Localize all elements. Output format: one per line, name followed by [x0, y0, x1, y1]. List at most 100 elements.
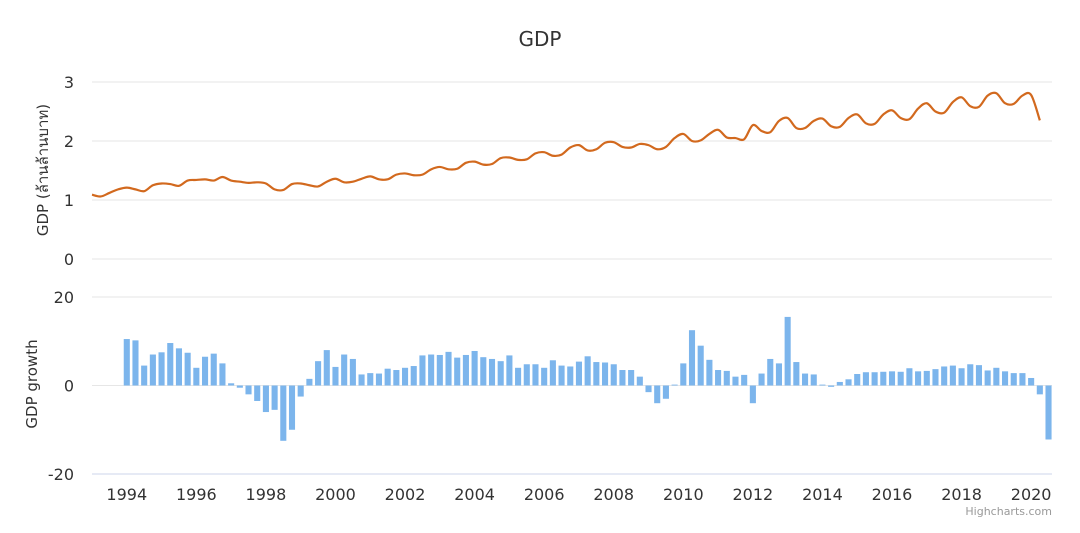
- growth-bar[interactable]: [645, 385, 652, 393]
- growth-bar[interactable]: [428, 354, 435, 386]
- growth-bar[interactable]: [445, 351, 452, 386]
- growth-bar[interactable]: [228, 383, 235, 386]
- growth-bar[interactable]: [836, 381, 843, 386]
- growth-bar[interactable]: [141, 365, 148, 386]
- growth-bar[interactable]: [932, 369, 939, 386]
- growth-bar[interactable]: [828, 385, 835, 387]
- growth-bar[interactable]: [810, 374, 817, 386]
- growth-bar[interactable]: [715, 370, 722, 386]
- growth-bar[interactable]: [149, 354, 156, 386]
- growth-bar[interactable]: [941, 366, 948, 386]
- growth-bar[interactable]: [671, 384, 678, 386]
- growth-bar[interactable]: [880, 371, 887, 386]
- growth-bar[interactable]: [567, 366, 574, 386]
- growth-bar[interactable]: [906, 368, 913, 386]
- growth-bar[interactable]: [341, 354, 348, 386]
- growth-bar[interactable]: [219, 363, 226, 386]
- growth-bar[interactable]: [123, 339, 130, 386]
- growth-bar[interactable]: [1028, 377, 1035, 386]
- growth-bar[interactable]: [288, 385, 296, 430]
- growth-bar[interactable]: [332, 366, 339, 386]
- growth-bar[interactable]: [984, 370, 991, 386]
- growth-bar[interactable]: [488, 358, 496, 386]
- growth-bar[interactable]: [436, 354, 443, 386]
- growth-bar[interactable]: [993, 367, 1000, 386]
- growth-bar[interactable]: [628, 370, 635, 386]
- growth-bar[interactable]: [254, 385, 261, 401]
- growth-bar[interactable]: [480, 357, 487, 386]
- growth-bar[interactable]: [732, 376, 739, 386]
- growth-bar[interactable]: [975, 365, 982, 386]
- growth-bar[interactable]: [175, 348, 182, 386]
- growth-bar[interactable]: [1036, 385, 1043, 395]
- growth-bar[interactable]: [323, 350, 330, 386]
- growth-bar[interactable]: [888, 371, 896, 386]
- growth-bar[interactable]: [541, 367, 548, 386]
- growth-bar[interactable]: [158, 352, 165, 386]
- growth-bar[interactable]: [749, 385, 756, 404]
- growth-bar[interactable]: [402, 367, 409, 386]
- growth-bar[interactable]: [688, 330, 696, 386]
- growth-bar[interactable]: [506, 355, 513, 386]
- growth-bar[interactable]: [549, 360, 556, 386]
- growth-bar[interactable]: [280, 385, 287, 441]
- growth-bar[interactable]: [741, 374, 748, 386]
- growth-bar[interactable]: [471, 350, 478, 386]
- gdp-line[interactable]: [91, 91, 1041, 198]
- growth-bar[interactable]: [706, 359, 713, 386]
- growth-bar[interactable]: [593, 362, 600, 386]
- growth-bar[interactable]: [575, 361, 582, 386]
- growth-bar[interactable]: [775, 363, 782, 386]
- growth-bar[interactable]: [1010, 373, 1017, 386]
- growth-bar[interactable]: [602, 362, 609, 386]
- growth-bar[interactable]: [367, 373, 374, 386]
- growth-bar[interactable]: [184, 352, 191, 386]
- growth-bar[interactable]: [375, 373, 382, 386]
- growth-bar[interactable]: [767, 358, 774, 386]
- growth-bar[interactable]: [784, 316, 791, 386]
- growth-bar[interactable]: [297, 385, 304, 397]
- growth-bar[interactable]: [262, 385, 269, 413]
- growth-bar[interactable]: [1045, 385, 1052, 440]
- growth-bar[interactable]: [967, 364, 974, 386]
- growth-bar[interactable]: [897, 371, 904, 386]
- growth-bar[interactable]: [462, 354, 469, 386]
- growth-bar[interactable]: [871, 372, 878, 386]
- growth-bar[interactable]: [662, 385, 669, 399]
- growth-bar[interactable]: [610, 364, 617, 386]
- growth-bar[interactable]: [1002, 371, 1009, 386]
- growth-bar[interactable]: [949, 365, 956, 386]
- growth-bar[interactable]: [619, 370, 626, 386]
- growth-bar[interactable]: [584, 356, 591, 386]
- growth-bar[interactable]: [1019, 373, 1026, 386]
- growth-bar[interactable]: [419, 355, 426, 386]
- growth-bar[interactable]: [680, 363, 687, 386]
- growth-bar[interactable]: [923, 370, 930, 386]
- growth-bar[interactable]: [358, 374, 365, 386]
- growth-bar[interactable]: [532, 364, 539, 386]
- growth-bar[interactable]: [654, 385, 661, 404]
- growth-bar[interactable]: [723, 370, 730, 386]
- growth-bar[interactable]: [236, 385, 243, 388]
- growth-bar[interactable]: [349, 358, 356, 386]
- growth-bar[interactable]: [915, 371, 922, 386]
- growth-bar[interactable]: [758, 373, 765, 386]
- growth-bar[interactable]: [410, 366, 417, 386]
- growth-bar[interactable]: [697, 345, 704, 386]
- growth-bar[interactable]: [210, 353, 217, 386]
- growth-bar[interactable]: [497, 361, 504, 386]
- growth-bar[interactable]: [802, 373, 809, 386]
- growth-bar[interactable]: [636, 376, 643, 386]
- growth-bar[interactable]: [245, 385, 252, 395]
- growth-bar[interactable]: [793, 362, 800, 386]
- growth-bar[interactable]: [271, 385, 278, 410]
- growth-bar[interactable]: [193, 367, 200, 386]
- growth-bar[interactable]: [393, 370, 400, 386]
- growth-bar[interactable]: [315, 361, 322, 386]
- growth-bar[interactable]: [306, 378, 313, 386]
- growth-bar[interactable]: [958, 368, 965, 386]
- growth-bar[interactable]: [515, 367, 522, 386]
- growth-bar[interactable]: [523, 364, 530, 386]
- growth-bar[interactable]: [854, 374, 861, 386]
- growth-bar[interactable]: [384, 368, 391, 386]
